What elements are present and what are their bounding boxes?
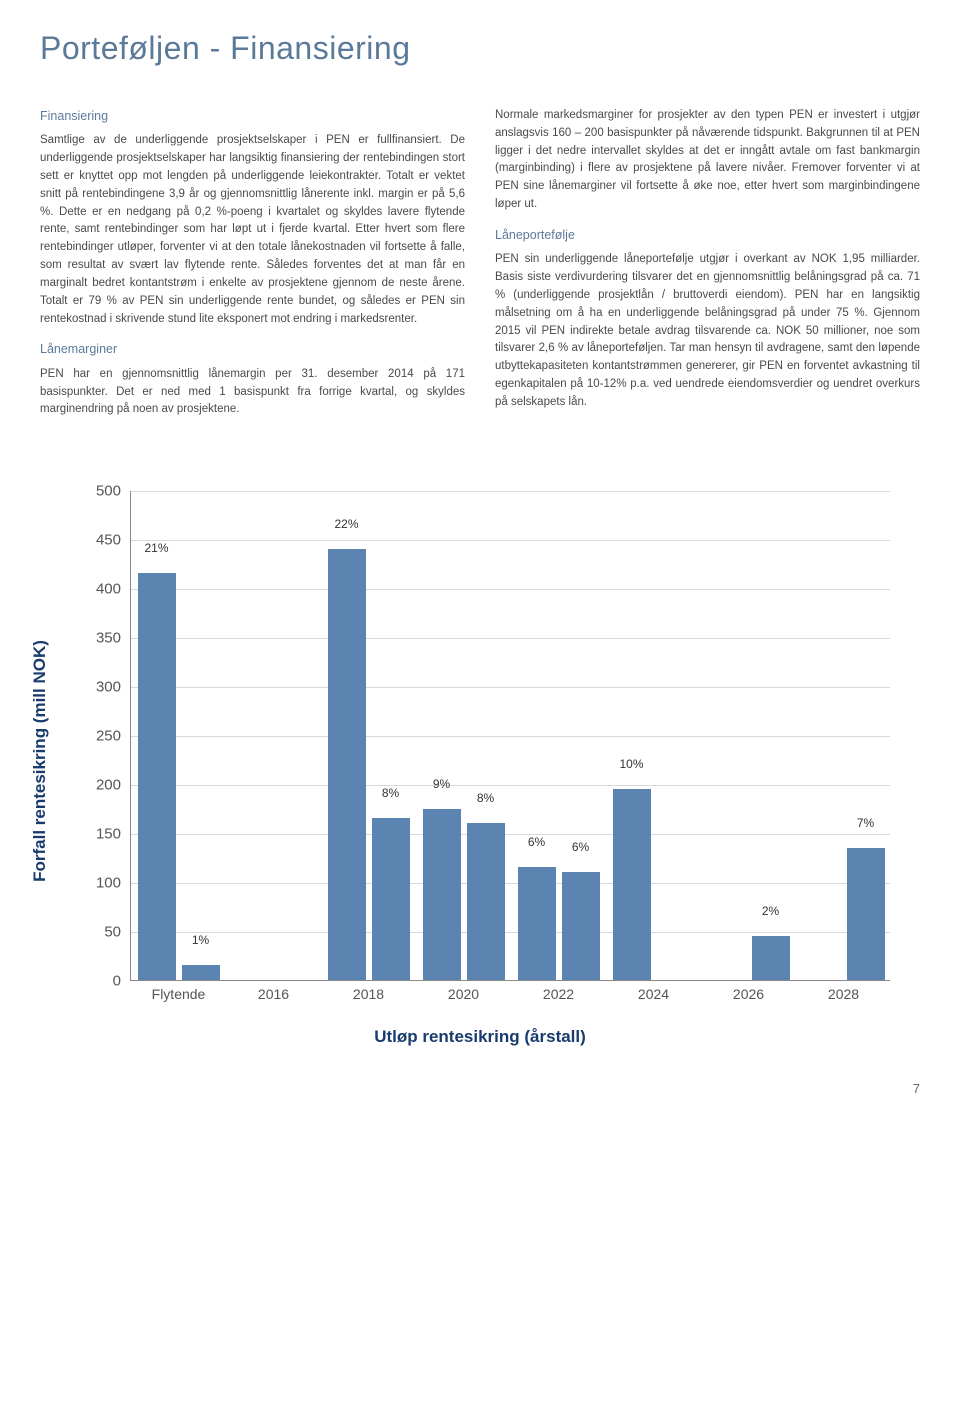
y-tick: 150 [81, 826, 121, 843]
subhead-finansiering: Finansiering [40, 107, 465, 126]
bar [518, 867, 556, 980]
bar-pct-label: 8% [467, 791, 505, 807]
subhead-lanemarginer: Lånemarginer [40, 340, 465, 359]
bar [562, 872, 600, 980]
x-tick: 2020 [416, 980, 511, 1002]
bar [423, 809, 461, 981]
y-tick: 400 [81, 581, 121, 598]
bar [467, 823, 505, 980]
gridline [131, 736, 890, 737]
gridline [131, 785, 890, 786]
plot-area: 05010015020025030035040045050021%1%Flyte… [130, 491, 890, 981]
bar-pct-label: 10% [613, 757, 651, 773]
page-number: 7 [40, 1081, 920, 1096]
x-tick: 2026 [701, 980, 796, 1002]
y-tick: 500 [81, 483, 121, 500]
bar [182, 965, 220, 980]
para-lanemarginer: PEN har en gjennomsnittlig lånemargin pe… [40, 366, 465, 419]
bar [328, 549, 366, 980]
bar-pct-label: 7% [847, 816, 885, 832]
y-tick: 0 [81, 973, 121, 990]
right-column: Normale markedsmarginer for prosjekter a… [495, 107, 920, 431]
bar-pct-label: 1% [182, 933, 220, 949]
gridline [131, 883, 890, 884]
y-tick: 200 [81, 777, 121, 794]
bar-pct-label: 22% [328, 517, 366, 533]
x-tick: 2018 [321, 980, 416, 1002]
y-tick: 100 [81, 875, 121, 892]
x-tick: 2028 [796, 980, 891, 1002]
subhead-laneportefolje: Låneportefølje [495, 226, 920, 245]
bar-pct-label: 2% [752, 904, 790, 920]
bar [752, 936, 790, 980]
bar [847, 848, 885, 980]
para-marked: Normale markedsmarginer for prosjekter a… [495, 107, 920, 214]
gridline [131, 932, 890, 933]
left-column: Finansiering Samtlige av de underliggend… [40, 107, 465, 431]
x-tick: 2022 [511, 980, 606, 1002]
text-columns: Finansiering Samtlige av de underliggend… [40, 107, 920, 431]
bar-pct-label: 6% [562, 840, 600, 856]
bar [138, 573, 176, 980]
y-tick: 50 [81, 924, 121, 941]
page-title: Porteføljen - Finansiering [40, 30, 920, 67]
x-tick: 2016 [226, 980, 321, 1002]
gridline [131, 834, 890, 835]
gridline [131, 589, 890, 590]
para-finansiering: Samtlige av de underliggende prosjektsel… [40, 132, 465, 328]
y-tick: 350 [81, 630, 121, 647]
x-tick: Flytende [131, 980, 226, 1002]
gridline [131, 540, 890, 541]
para-laneportefolje: PEN sin underliggende låneportefølje utg… [495, 251, 920, 411]
y-axis-label: Forfall rentesikring (mill NOK) [30, 640, 50, 882]
y-tick: 450 [81, 532, 121, 549]
bar [372, 818, 410, 980]
bar-chart: Forfall rentesikring (mill NOK) Utløp re… [50, 481, 910, 1041]
gridline [131, 491, 890, 492]
x-tick: 2024 [606, 980, 701, 1002]
bar-pct-label: 8% [372, 786, 410, 802]
x-axis-label: Utløp rentesikring (årstall) [374, 1027, 586, 1047]
bar-pct-label: 21% [138, 541, 176, 557]
bar-pct-label: 6% [518, 835, 556, 851]
bar-pct-label: 9% [423, 777, 461, 793]
bar [613, 789, 651, 980]
y-tick: 300 [81, 679, 121, 696]
gridline [131, 687, 890, 688]
y-tick: 250 [81, 728, 121, 745]
gridline [131, 638, 890, 639]
